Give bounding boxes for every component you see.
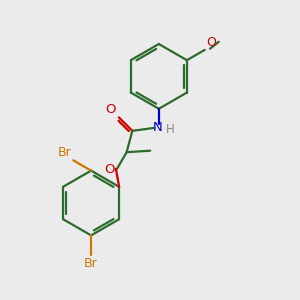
Text: Br: Br bbox=[58, 146, 71, 159]
Text: O: O bbox=[105, 103, 116, 116]
Text: O: O bbox=[206, 36, 216, 49]
Text: O: O bbox=[104, 164, 115, 176]
Text: N: N bbox=[152, 122, 162, 134]
Text: H: H bbox=[166, 123, 174, 136]
Text: Br: Br bbox=[84, 257, 98, 271]
